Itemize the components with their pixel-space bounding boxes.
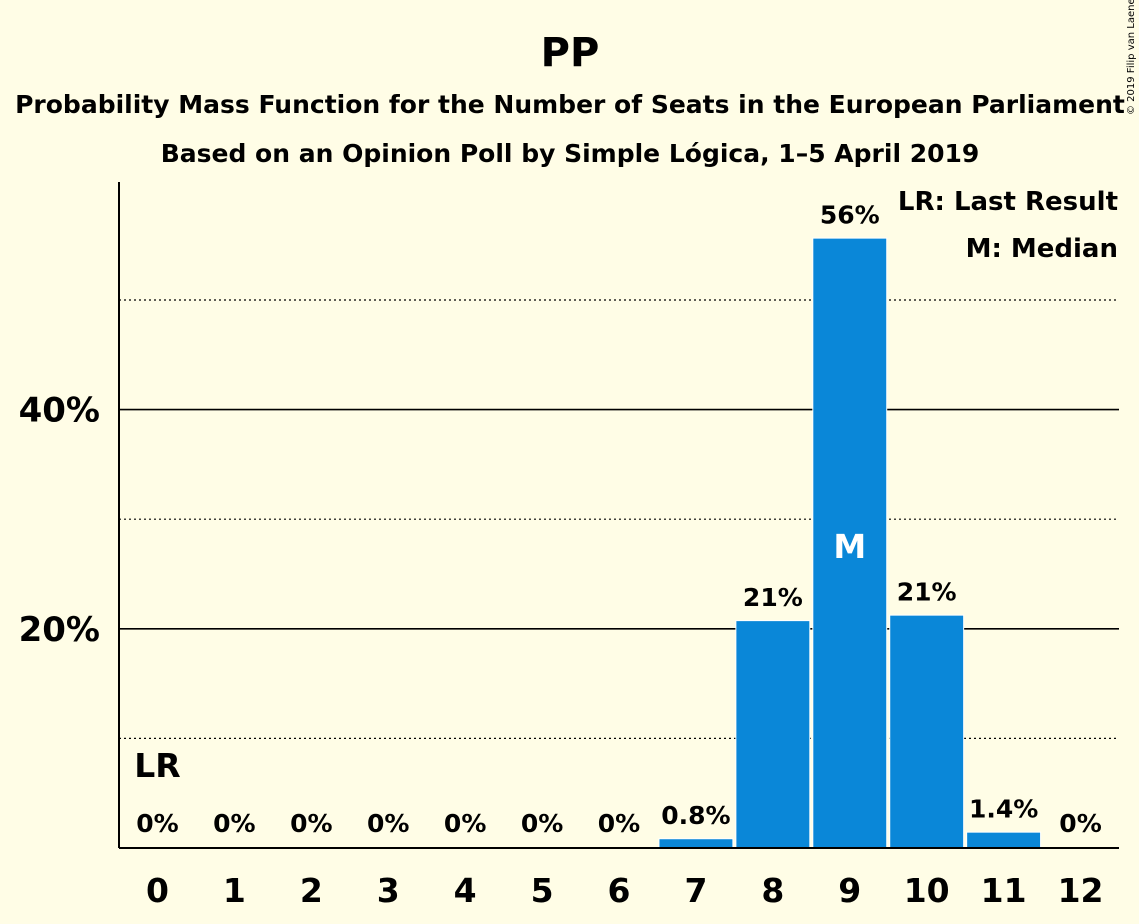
data-label: 0% [290,809,332,838]
x-tick-label: 11 [981,871,1027,910]
x-tick-label: 7 [684,871,707,910]
x-tick-label: 5 [531,871,554,910]
x-tick-label: 10 [904,871,950,910]
legend-median: M: Median [966,234,1118,264]
y-tick-label: 40% [19,391,100,431]
x-tick-label: 12 [1058,871,1104,910]
x-tick-label: 3 [377,871,400,910]
data-label: 0% [213,809,255,838]
x-tick-label: 2 [300,871,323,910]
y-tick-labels: 20% 40% [19,391,100,650]
chart-title: PP [541,30,600,76]
data-label: 0.8% [661,801,730,830]
gridlines [119,299,1119,740]
bar [813,238,887,848]
data-label: 56% [820,201,880,230]
copyright-notice: © 2019 Filip van Laenen [1126,0,1137,115]
bars [658,237,1042,848]
data-label: 0% [136,809,178,838]
data-label: 1.4% [969,795,1038,824]
bar [736,621,810,848]
data-label: 21% [897,578,957,607]
data-labels: 0% 0% 0% 0% 0% 0% 0% 0.8% 21% 56% 21% 1.4% 0% LR M [134,201,1102,838]
x-tick-label: 1 [223,871,246,910]
x-tick-label: 8 [761,871,784,910]
x-tick-labels: 0 1 2 3 4 5 6 7 8 9 10 11 12 [146,871,1104,910]
data-label: 0% [598,809,640,838]
chart-subtitle-2: Based on an Opinion Poll by Simple Lógic… [161,139,980,168]
data-label: 0% [521,809,563,838]
x-tick-label: 6 [608,871,631,910]
y-tick-label: 20% [19,610,100,650]
data-label: 0% [367,809,409,838]
data-label: 0% [1059,809,1101,838]
last-result-marker: LR [134,746,180,785]
median-marker: M [833,527,866,566]
x-tick-label: 9 [838,871,861,910]
data-label: 21% [743,583,803,612]
bar [967,832,1041,848]
legend-last-result: LR: Last Result [898,187,1118,217]
chart-subtitle-1: Probability Mass Function for the Number… [15,90,1125,119]
x-tick-label: 0 [146,871,169,910]
bar [659,839,733,848]
bar [890,615,964,848]
data-label: 0% [444,809,486,838]
x-tick-label: 4 [454,871,477,910]
